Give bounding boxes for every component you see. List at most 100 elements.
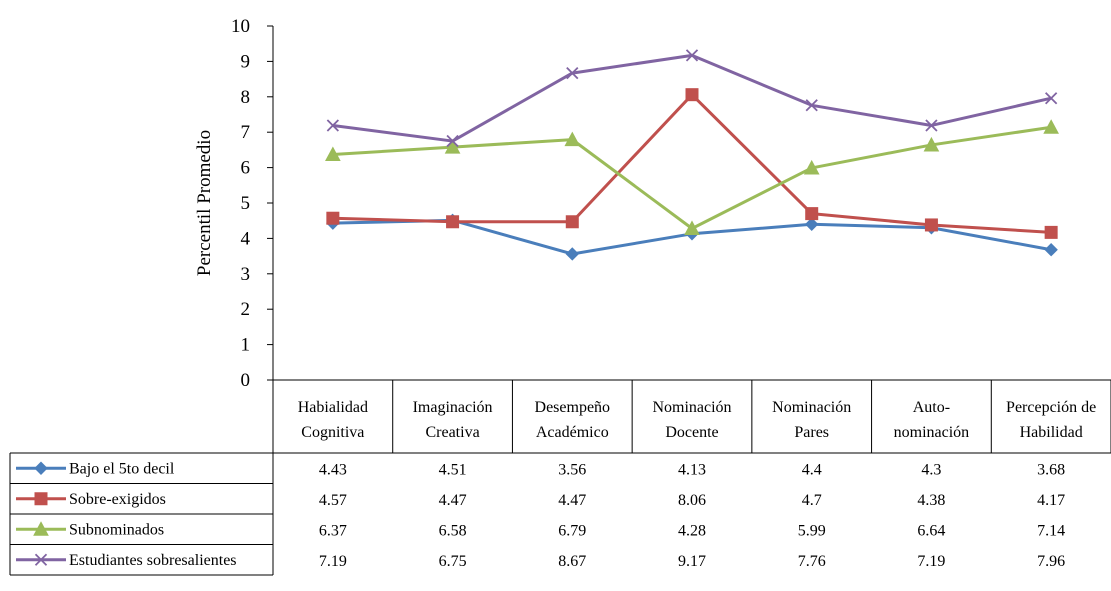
data-point [923, 136, 940, 152]
series-2 [326, 88, 1058, 239]
y-tick-label: 5 [241, 193, 251, 214]
series-line [332, 125, 1052, 230]
marker-stroke [34, 553, 48, 566]
legend-entry: Estudiantes sobresalientes [16, 552, 237, 569]
data-label: 6.58 [439, 522, 467, 539]
y-axis-label: Percentil Promedio [194, 130, 215, 276]
data-point [1044, 243, 1058, 257]
x-category-label: Desempeño Académico [535, 399, 611, 441]
x-category-label: Percepción de Habilidad [1006, 399, 1096, 441]
x-category-label-line: Cognitiva [301, 424, 364, 441]
data-point [805, 99, 818, 112]
data-point [564, 131, 581, 147]
x-category-label-line: Creativa [425, 424, 479, 441]
legend-marker [33, 521, 49, 536]
data-label: 4.47 [439, 492, 467, 509]
legend-label: Bajo el 5to decil [69, 460, 175, 477]
y-tick-label: 8 [241, 87, 251, 108]
data-label: 4.3 [921, 461, 941, 478]
legend-marker [34, 461, 48, 475]
data-point [326, 119, 339, 132]
x-category-label-line: Habialidad [298, 399, 368, 416]
data-label: 4.28 [678, 522, 706, 539]
legend-label: Sobre-exigidos [69, 491, 166, 508]
data-point [1045, 92, 1058, 105]
data-label: 8.67 [558, 553, 586, 570]
data-label: 4.57 [319, 492, 347, 509]
x-category-label-line: Auto- [913, 399, 950, 416]
chart-axes [267, 25, 274, 381]
data-point [925, 119, 938, 132]
data-label: 8.06 [678, 492, 706, 509]
marker-stroke [1045, 92, 1058, 105]
legend-marker [34, 553, 48, 566]
data-label: 6.75 [439, 553, 467, 570]
marker-stroke [925, 119, 938, 132]
series-line [332, 93, 1052, 234]
y-tick-label: 6 [241, 158, 251, 179]
data-label: 4.47 [558, 492, 586, 509]
data-label: 3.56 [558, 461, 586, 478]
data-label: 4.7 [802, 492, 822, 509]
y-tick-label: 2 [241, 299, 251, 320]
data-label: 4.13 [678, 461, 706, 478]
data-point [684, 220, 700, 235]
legend-marker [34, 492, 48, 506]
data-point [685, 49, 699, 62]
legend-label: Subnominados [69, 521, 164, 538]
data-label: 7.14 [1037, 522, 1065, 539]
x-category-label: Habialidad Cognitiva [298, 399, 368, 441]
y-tick-label: 10 [231, 16, 250, 37]
data-point [444, 139, 461, 154]
legend-entry: Bajo el 5to decil [16, 460, 175, 477]
marker-stroke [805, 99, 818, 112]
x-category-label-line: nominación [894, 424, 970, 441]
y-tick-label: 7 [241, 122, 251, 143]
data-point [566, 66, 579, 80]
x-category-label-line: Desempeño [535, 399, 611, 416]
x-category-label-line: Imaginación [413, 399, 493, 416]
data-point [805, 217, 819, 231]
data-label: 9.17 [678, 553, 706, 570]
data-point [1043, 119, 1059, 134]
x-category-label-line: Percepción de [1006, 399, 1096, 416]
x-category-label: Nominación Docente [652, 399, 731, 441]
x-category-label-line: Docente [665, 424, 718, 441]
series-lines [325, 49, 1059, 261]
data-table: Habialidad Cognitiva Imaginación Creativa De… [9, 379, 1111, 576]
series-4 [326, 49, 1058, 148]
data-point [924, 218, 938, 232]
y-tick-label: 3 [241, 264, 251, 285]
x-category-label: Auto-nominación [894, 399, 970, 441]
data-label: 6.37 [319, 522, 347, 539]
data-point [446, 215, 460, 229]
series-3 [325, 119, 1059, 235]
x-category-label-line: Nominación [652, 399, 731, 416]
data-point [803, 159, 820, 175]
y-tick-label: 9 [241, 51, 251, 72]
data-point [446, 134, 459, 148]
legend-label: Estudiantes sobresalientes [69, 552, 237, 569]
marker-stroke [685, 49, 699, 62]
x-category-label: Nominación Pares [772, 399, 851, 441]
data-label: 4.51 [439, 461, 467, 478]
data-label: 6.79 [558, 522, 586, 539]
data-label: 5.99 [798, 522, 826, 539]
data-label: 4.43 [319, 461, 347, 478]
data-label: 4.4 [802, 461, 822, 478]
y-tick-label: 1 [241, 335, 251, 356]
data-label: 7.96 [1037, 553, 1065, 570]
data-label: 3.68 [1037, 461, 1065, 478]
data-label: 7.19 [319, 553, 347, 570]
legend-entry: Subnominados [16, 521, 164, 538]
data-label: 7.19 [917, 553, 945, 570]
marker-stroke [566, 66, 579, 80]
data-label: 4.38 [917, 492, 945, 509]
data-point [805, 207, 819, 221]
data-point [325, 146, 341, 162]
y-tick-label: 4 [241, 228, 251, 249]
legend-entry: Sobre-exigidos [16, 491, 166, 508]
data-point [685, 88, 699, 102]
x-category-label: Imaginación Creativa [413, 399, 493, 441]
